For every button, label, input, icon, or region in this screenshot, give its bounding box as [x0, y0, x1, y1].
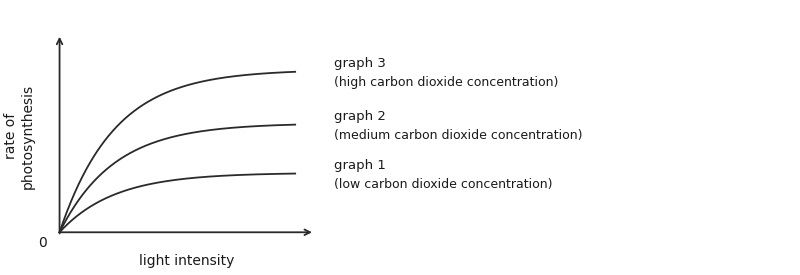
Text: (high carbon dioxide concentration): (high carbon dioxide concentration) — [334, 76, 559, 89]
Text: graph 1: graph 1 — [334, 159, 386, 172]
Text: 0: 0 — [38, 236, 47, 250]
Text: (low carbon dioxide concentration): (low carbon dioxide concentration) — [334, 178, 553, 191]
Text: (medium carbon dioxide concentration): (medium carbon dioxide concentration) — [334, 129, 583, 142]
Text: graph 2: graph 2 — [334, 110, 386, 123]
Text: light intensity: light intensity — [139, 254, 235, 268]
Text: graph 3: graph 3 — [334, 57, 386, 70]
Y-axis label: rate of
photosynthesis: rate of photosynthesis — [4, 84, 34, 189]
